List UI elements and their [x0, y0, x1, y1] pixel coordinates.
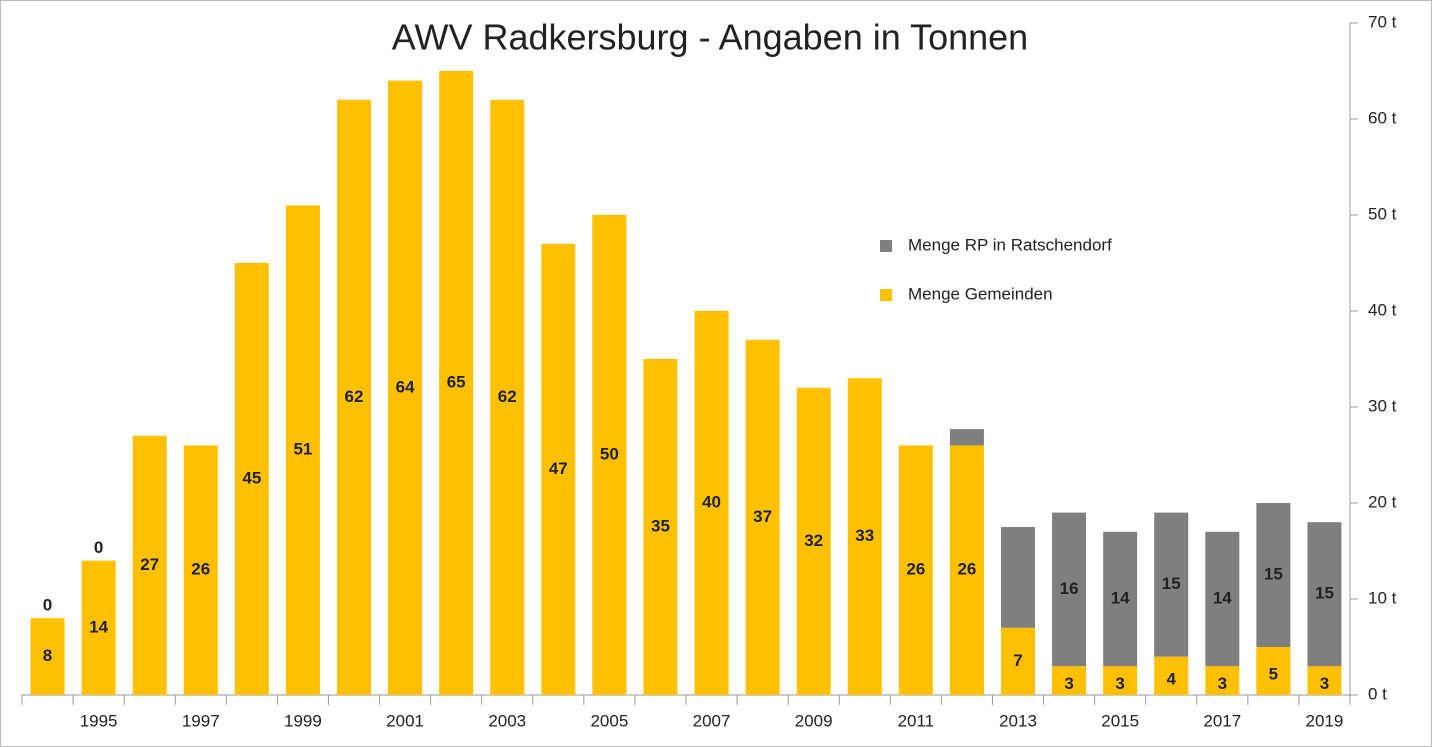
- data-label: 3: [1320, 674, 1329, 693]
- bar-segment: [1307, 666, 1342, 695]
- data-label: 15: [1264, 564, 1283, 583]
- bar-segment: [490, 99, 525, 696]
- y-tick-label: 60 t: [1368, 108, 1397, 127]
- data-label: 62: [498, 387, 517, 406]
- y-tick-label: 10 t: [1368, 588, 1397, 607]
- bar-segment: [949, 445, 984, 695]
- data-label: 26: [191, 560, 210, 579]
- data-label: 14: [1213, 588, 1232, 607]
- data-label: 3: [1115, 674, 1124, 693]
- data-label: 14: [1111, 588, 1130, 607]
- bar-segment: [1307, 522, 1342, 667]
- bar-segment: [234, 263, 269, 695]
- data-label: 32: [804, 531, 823, 550]
- x-tick-label: 2009: [795, 711, 833, 730]
- bar-segment: [1052, 512, 1087, 667]
- data-label: 8: [43, 646, 52, 665]
- bar-segment: [949, 429, 984, 446]
- data-label: 62: [345, 387, 364, 406]
- data-label: 26: [957, 560, 976, 579]
- bar-segment: [439, 71, 474, 695]
- data-label: 64: [396, 377, 415, 396]
- bar-segment: [388, 80, 423, 696]
- data-label: 0: [43, 596, 52, 615]
- data-label: 27: [140, 555, 159, 574]
- bar-segment: [796, 387, 831, 695]
- bar-segment: [1205, 666, 1240, 695]
- data-label: 51: [293, 440, 312, 459]
- bar-segment: [643, 359, 678, 695]
- data-label: 7: [1013, 651, 1022, 670]
- data-label: 47: [549, 459, 568, 478]
- data-label: 4: [1166, 669, 1176, 688]
- x-tick-label: 1995: [80, 711, 118, 730]
- y-tick-label: 70 t: [1368, 12, 1397, 31]
- y-tick-label: 40 t: [1368, 300, 1397, 319]
- bar-segment: [847, 378, 882, 695]
- x-tick-label: 2013: [999, 711, 1037, 730]
- bar-segment: [694, 311, 729, 695]
- bar-segment: [1001, 627, 1035, 695]
- data-label: 5: [1269, 664, 1278, 683]
- x-tick-label: 1999: [284, 711, 322, 730]
- y-tick-label: 50 t: [1368, 204, 1397, 223]
- data-label: 15: [1315, 584, 1334, 603]
- data-label: 65: [447, 372, 466, 391]
- x-tick-label: 2007: [693, 711, 731, 730]
- bar-segment: [1205, 531, 1240, 667]
- data-label: 37: [753, 507, 772, 526]
- x-tick-label: 2017: [1203, 711, 1241, 730]
- bar-segment: [1256, 647, 1291, 695]
- data-label: 33: [855, 526, 874, 545]
- x-tick-label: 2001: [386, 711, 424, 730]
- y-tick-label: 20 t: [1368, 492, 1397, 511]
- bar-segment: [285, 205, 320, 695]
- data-label: 14: [89, 617, 108, 636]
- bar-segment: [183, 445, 218, 695]
- bar-segment: [1154, 512, 1189, 657]
- data-label: 35: [651, 516, 670, 535]
- x-tick-label: 2005: [590, 711, 628, 730]
- bar-segment: [1103, 666, 1138, 695]
- y-tick-label: 0 t: [1368, 684, 1387, 703]
- data-label: 40: [702, 492, 721, 511]
- data-label: 26: [906, 560, 925, 579]
- chart-title: AWV Radkersburg - Angaben in Tonnen: [392, 17, 1028, 58]
- legend-swatch: [880, 240, 892, 252]
- bar-segment: [132, 435, 167, 695]
- x-tick-label: 2011: [898, 711, 935, 730]
- data-label: 50: [600, 444, 619, 463]
- x-tick-label: 2015: [1101, 711, 1139, 730]
- bar-segment: [1052, 666, 1087, 695]
- bar-segment: [541, 243, 576, 696]
- data-label: 0: [94, 538, 103, 557]
- data-label: 45: [242, 468, 261, 487]
- legend-label: Menge RP in Ratschendorf: [908, 235, 1112, 254]
- bar-segment: [898, 445, 933, 695]
- x-tick-label: 2003: [488, 711, 526, 730]
- bar-segment: [337, 99, 371, 696]
- bar-segment: [592, 215, 627, 695]
- bar-segment: [1103, 531, 1138, 667]
- data-label: 3: [1064, 674, 1073, 693]
- bar-segment: [1154, 656, 1189, 695]
- legend-label: Menge Gemeinden: [908, 284, 1053, 303]
- bar-segment: [1256, 503, 1291, 647]
- data-label: 15: [1162, 574, 1181, 593]
- data-label: 16: [1060, 579, 1079, 598]
- bar-segment: [30, 618, 65, 695]
- x-tick-label: 1997: [182, 711, 220, 730]
- y-tick-label: 30 t: [1368, 396, 1397, 415]
- legend-swatch: [880, 289, 892, 301]
- bar-segment: [745, 339, 780, 695]
- x-tick-label: 2019: [1306, 711, 1344, 730]
- data-label: 3: [1218, 674, 1227, 693]
- bar-segment: [1001, 527, 1035, 628]
- bar-segment: [81, 560, 116, 695]
